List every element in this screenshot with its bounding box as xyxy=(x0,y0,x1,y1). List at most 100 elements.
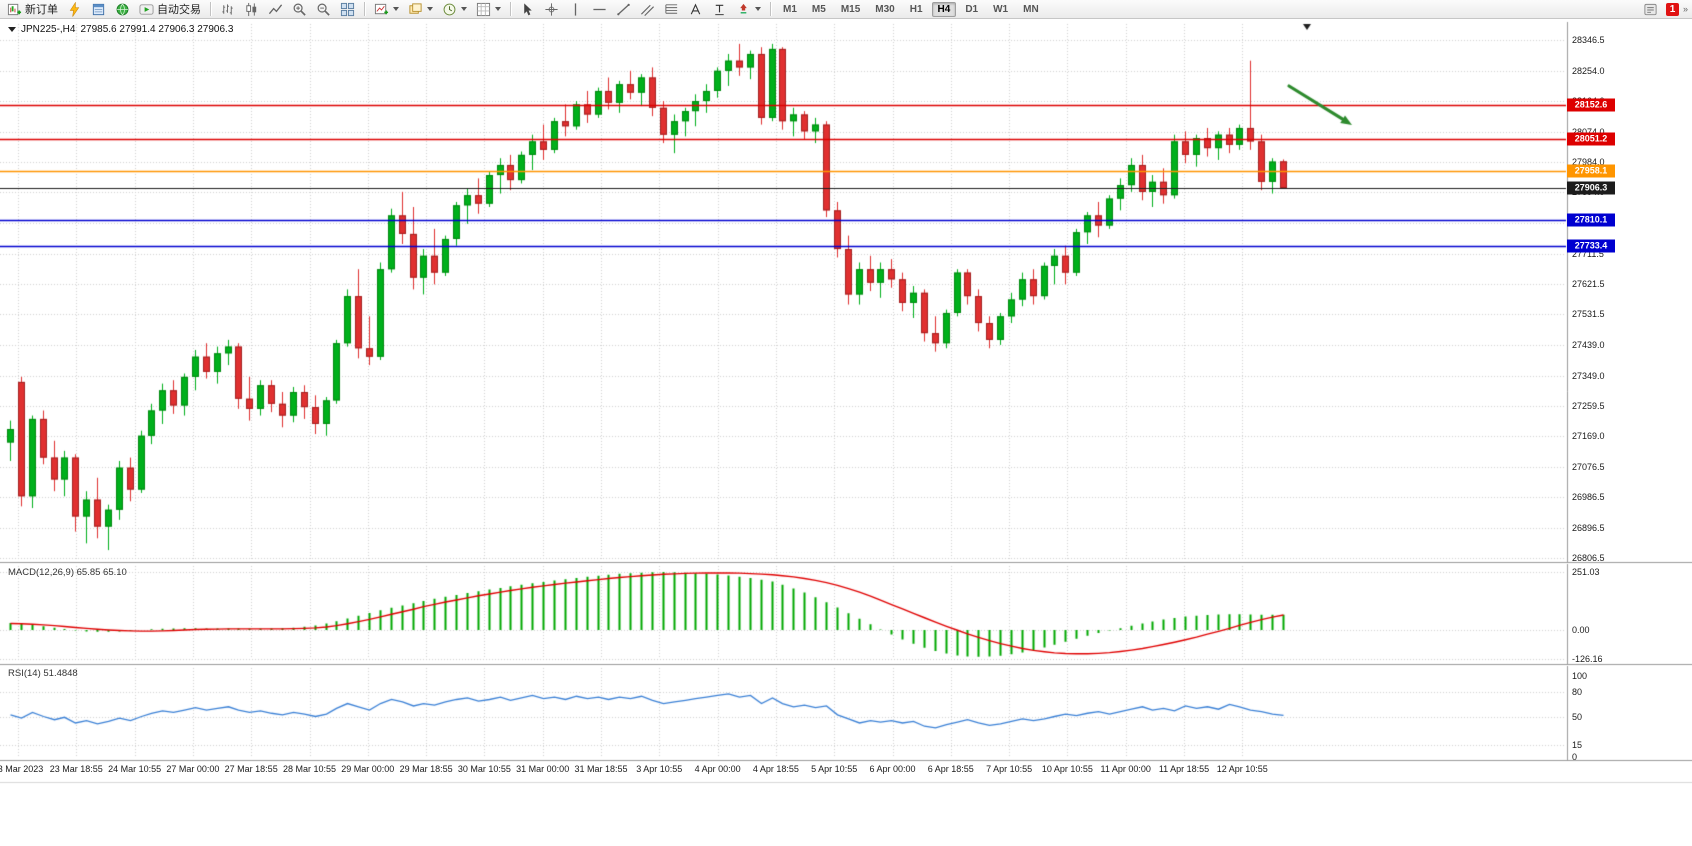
toolbar-separator xyxy=(364,2,365,16)
navigator-icon xyxy=(115,2,130,17)
time-axis-label: 31 Mar 00:00 xyxy=(516,764,570,774)
market-watch-icon xyxy=(67,1,82,17)
time-axis-label: 30 Mar 10:55 xyxy=(457,764,511,774)
chart-title: JPN225-,H4 27985.6 27991.4 27906.3 27906… xyxy=(8,24,233,35)
hline-icon xyxy=(592,2,607,17)
timeframe-h1-button[interactable]: H1 xyxy=(909,3,923,15)
price-axis-label: 27349.0 xyxy=(1572,370,1605,381)
text-icon xyxy=(688,2,703,17)
profiles-icon xyxy=(408,2,423,17)
price-axis-label: 27621.5 xyxy=(1572,278,1605,289)
new-chart-button[interactable] xyxy=(370,0,403,19)
channel-button[interactable] xyxy=(636,0,659,19)
rsi-name: RSI(14) xyxy=(8,668,41,679)
tile-windows-button[interactable] xyxy=(336,0,359,19)
time-axis-label: 27 Mar 18:55 xyxy=(224,764,278,774)
symbol-period-label: JPN225-,H4 xyxy=(21,24,76,35)
toolbar-overflow-icon[interactable]: » xyxy=(1682,4,1688,14)
time-axis-label: 23 Mar 2023 xyxy=(0,764,44,774)
chevron-down-icon xyxy=(393,7,399,11)
timeframe-m30-button[interactable]: M30 xyxy=(875,3,895,15)
navigator-button[interactable] xyxy=(111,0,134,19)
price-axis-label: 27169.0 xyxy=(1572,431,1605,442)
time-axis-label: 4 Apr 00:00 xyxy=(694,764,741,774)
periods-button[interactable] xyxy=(438,0,471,19)
macd-indicator-label: MACD(12,26,9) 65.85 65.10 xyxy=(8,567,127,578)
candle-chart-icon xyxy=(244,2,259,17)
fibo-icon xyxy=(664,2,679,17)
label-button[interactable] xyxy=(708,0,731,19)
price-axis-label: 27259.5 xyxy=(1572,400,1605,411)
crosshair-button[interactable] xyxy=(540,0,563,19)
zoom-in-button[interactable] xyxy=(288,0,311,19)
macd-name: MACD(12,26,9) xyxy=(8,567,74,578)
time-axis-label: 7 Apr 10:55 xyxy=(986,764,1033,774)
price-axis-label: 27531.5 xyxy=(1572,309,1605,320)
chevron-down-icon xyxy=(461,7,467,11)
ohlc-quote: 27985.6 27991.4 27906.3 27906.3 xyxy=(80,24,234,35)
zoom-in-icon xyxy=(292,2,307,17)
symbol-marker-icon xyxy=(8,27,16,32)
price-line-tag: 28051.2 xyxy=(1567,132,1615,146)
arrows-button[interactable] xyxy=(732,0,765,19)
rsi-value: 51.4848 xyxy=(43,668,78,679)
price-axis-label: 27711.5 xyxy=(1572,248,1604,259)
bar-chart-button[interactable] xyxy=(216,0,239,19)
price-line-tag: 28152.6 xyxy=(1567,98,1615,112)
time-axis-label: 12 Apr 10:55 xyxy=(1216,764,1268,774)
toolbar: 新订单 自动交易 M1 M5 M15 M30 H1 H4 D1 W1 MN 1» xyxy=(0,0,1692,19)
timeframe-w1-button[interactable]: W1 xyxy=(993,3,1009,15)
price-axis-label: 27439.0 xyxy=(1572,340,1605,351)
price-axis-label: 26896.5 xyxy=(1572,522,1605,533)
toolbar-separator xyxy=(210,2,211,16)
rsi-axis-label: 15 xyxy=(1572,739,1583,750)
price-axis-label: 28074.0 xyxy=(1572,126,1605,137)
crosshair-icon xyxy=(544,2,559,17)
chevron-down-icon xyxy=(495,7,501,11)
timeframe-m5-button[interactable]: M5 xyxy=(811,3,826,15)
timeframe-m15-button[interactable]: M15 xyxy=(840,3,861,15)
zoom-out-icon xyxy=(316,2,331,17)
time-axis-label: 11 Apr 18:55 xyxy=(1158,764,1210,774)
market-watch-button[interactable] xyxy=(63,0,86,19)
zoom-out-button[interactable] xyxy=(312,0,335,19)
cursor-icon xyxy=(520,2,535,17)
price-axis-label: 28346.5 xyxy=(1572,35,1605,45)
data-window-button[interactable] xyxy=(87,0,110,19)
auto-trading-label: 自动交易 xyxy=(157,4,201,16)
timeframe-d1-button[interactable]: D1 xyxy=(965,3,979,15)
macd-values: 65.85 65.10 xyxy=(76,567,127,578)
fibonacci-button[interactable] xyxy=(660,0,683,19)
timeframe-h4-button[interactable]: H4 xyxy=(931,1,957,17)
auto-trading-button[interactable]: 自动交易 xyxy=(135,0,205,19)
cursor-button[interactable] xyxy=(516,0,539,19)
vertical-line-button[interactable] xyxy=(564,0,587,19)
current-price-tag: 27906.3 xyxy=(1567,181,1615,195)
profiles-button[interactable] xyxy=(404,0,437,19)
price-axis-label: 27984.0 xyxy=(1572,156,1605,167)
time-axis-label: 6 Apr 00:00 xyxy=(869,764,916,774)
alerts-button[interactable] xyxy=(1639,0,1662,19)
template-icon xyxy=(476,2,491,17)
notification-badge[interactable]: 1 xyxy=(1665,2,1679,16)
time-axis-label: 31 Mar 18:55 xyxy=(574,764,628,774)
timeframe-mn-button[interactable]: MN xyxy=(1023,3,1039,15)
candle-chart-button[interactable] xyxy=(240,0,263,19)
rsi-axis-label: 0 xyxy=(1572,752,1578,762)
timeframe-m1-button[interactable]: M1 xyxy=(783,3,797,15)
time-axis-label: 10 Apr 10:55 xyxy=(1041,764,1093,774)
time-axis-label: 23 Mar 18:55 xyxy=(49,764,103,774)
rsi-indicator-label: RSI(14) 51.4848 xyxy=(8,668,78,679)
time-axis-label: 6 Apr 18:55 xyxy=(927,764,974,774)
line-chart-button[interactable] xyxy=(264,0,287,19)
new-order-button[interactable]: 新订单 xyxy=(3,0,62,19)
text-button[interactable] xyxy=(684,0,707,19)
new-order-icon xyxy=(7,2,22,17)
trendline-button[interactable] xyxy=(612,0,635,19)
templates-button[interactable] xyxy=(472,0,505,19)
horizontal-line-button[interactable] xyxy=(588,0,611,19)
rsi-axis-label: 80 xyxy=(1572,687,1583,698)
price-line-tag: 27733.4 xyxy=(1567,239,1615,253)
trendline-icon xyxy=(616,2,631,17)
